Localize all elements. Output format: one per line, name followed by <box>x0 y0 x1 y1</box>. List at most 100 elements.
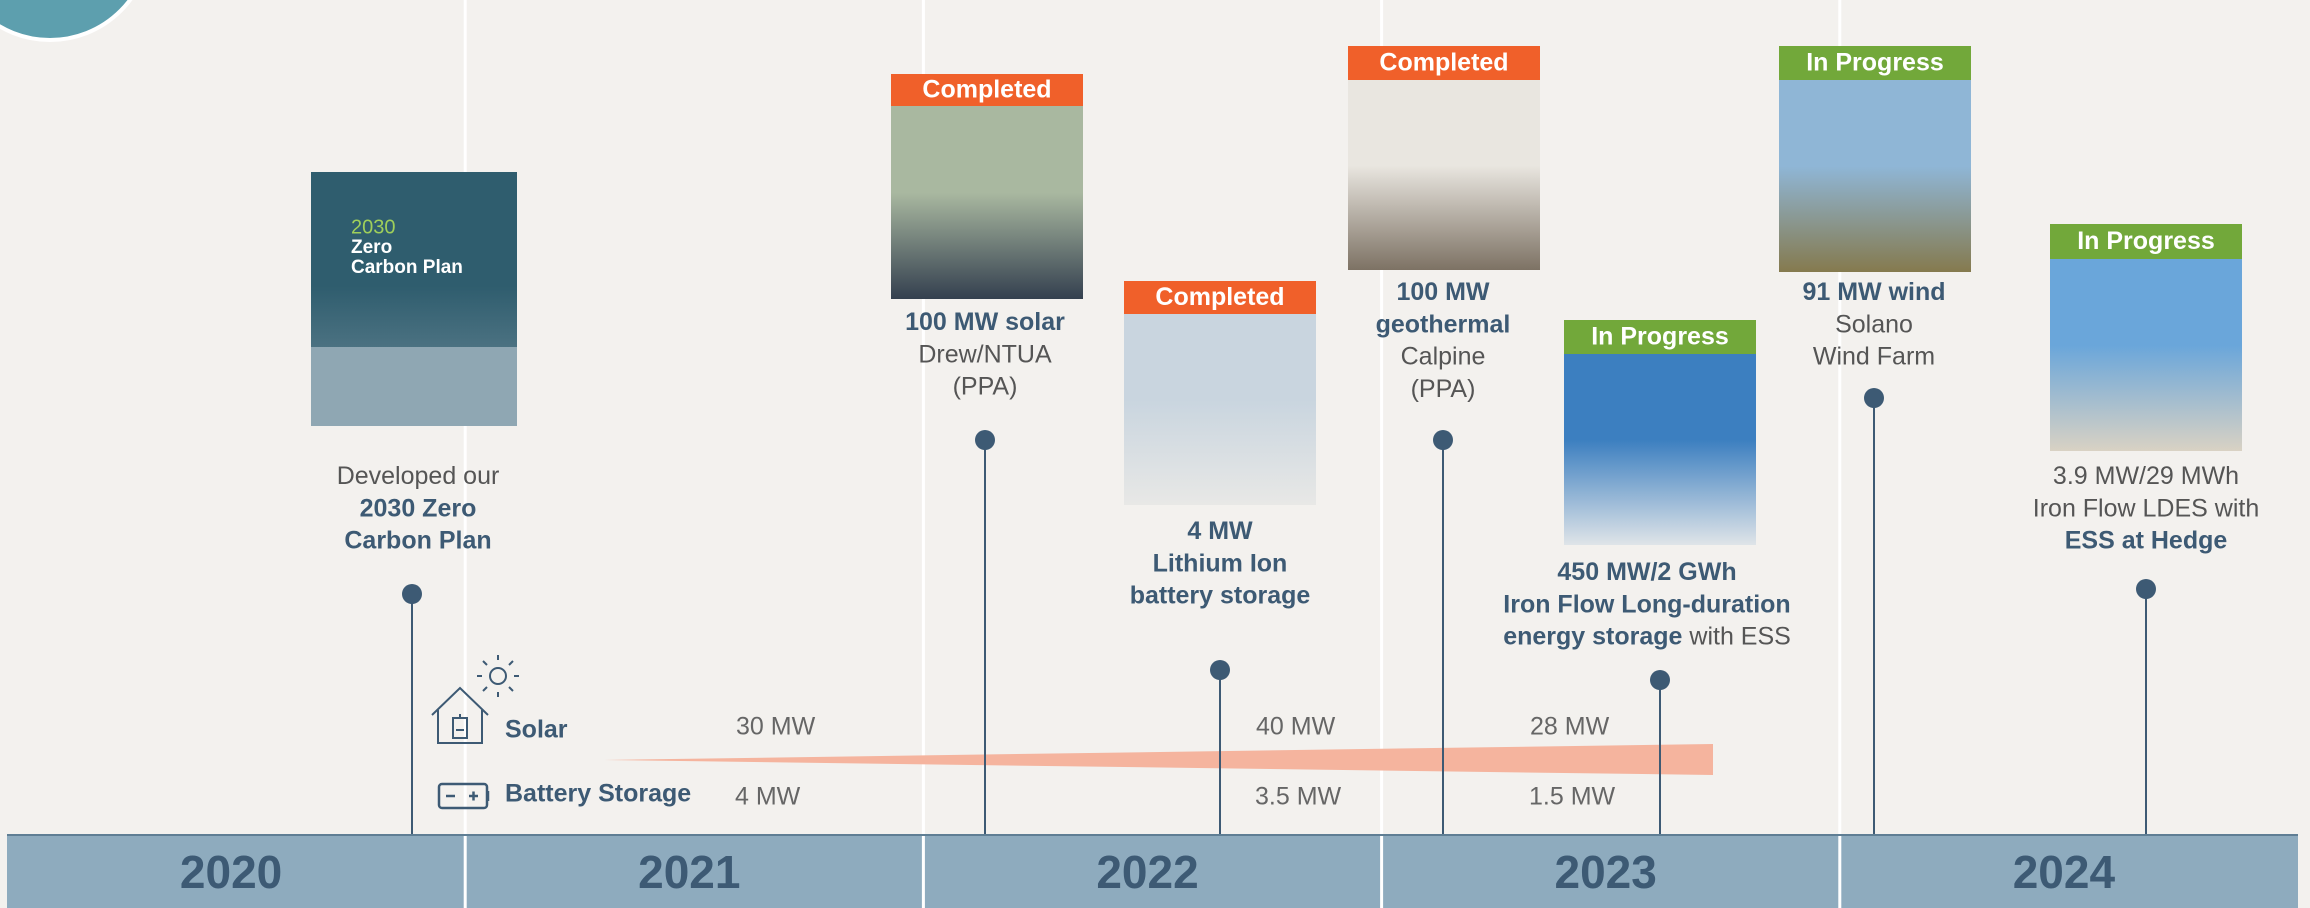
milestone: Completed 100 MW geothermal Calpine (PPA) <box>1348 46 1540 835</box>
pin-dot <box>402 584 422 604</box>
text-segment: 91 MW wind <box>1802 278 1945 306</box>
year-cell <box>1381 835 1840 908</box>
capacity-value: 4 MW <box>735 783 801 811</box>
text-segment: battery storage <box>1130 581 1311 609</box>
milestone-text: 91 MW wind <box>1802 278 1945 306</box>
text-segment: (PPA) <box>1411 375 1476 403</box>
milestone: Completed 4 MW Lithium Ion battery storage <box>1124 281 1316 835</box>
milestone-image <box>1124 314 1316 505</box>
battery-icon <box>437 782 490 810</box>
year-bar: 2020 2021 2022 2023 2024 <box>7 834 2298 908</box>
text-segment: 100 MW <box>1396 278 1489 306</box>
pin-dot <box>1210 660 1230 680</box>
year-cell <box>1839 835 2298 908</box>
milestone-text: Iron Flow Long-duration <box>1503 590 1790 618</box>
text-segment: 3.9 MW/29 MWh <box>2053 462 2239 490</box>
status-label: In Progress <box>1591 323 1729 351</box>
text-segment: Developed our <box>337 462 500 490</box>
milestone-image <box>1348 80 1540 270</box>
status-label: Completed <box>1155 283 1284 311</box>
status-label: In Progress <box>1806 49 1944 77</box>
text-segment: (PPA) <box>953 372 1018 400</box>
milestone-text: Carbon Plan <box>344 526 491 554</box>
text-segment: Lithium Ion <box>1153 549 1288 577</box>
status-badge <box>1779 46 1971 80</box>
capacity-value: 3.5 MW <box>1255 783 1342 811</box>
status-badge <box>1564 320 1756 354</box>
milestone-text: Iron Flow LDES with <box>2033 494 2259 522</box>
text-segment: 100 MW solar <box>905 308 1065 336</box>
text-segment: ESS at Hedge <box>2065 526 2228 554</box>
milestone-text: 3.9 MW/29 MWh <box>2053 462 2239 490</box>
cover-title: Carbon Plan <box>351 257 463 278</box>
capacity-value: 28 MW <box>1530 713 1610 741</box>
milestone-text: energy storage with ESS <box>1503 622 1791 650</box>
milestone: In Progress 91 MW wind Solano Wind Farm <box>1779 46 1971 835</box>
milestone: In Progress 3.9 MW/29 MWh Iron Flow LDES w… <box>2033 224 2259 835</box>
text-segment: geothermal <box>1376 310 1511 338</box>
year-label: 2023 <box>1555 846 1657 898</box>
milestone-image <box>2050 259 2242 451</box>
cover-title: 2030 <box>351 216 396 238</box>
text-segment: Drew/NTUA <box>918 340 1052 368</box>
year-label: 2020 <box>180 846 282 898</box>
milestone-text: Drew/NTUA <box>918 340 1052 368</box>
milestone-text: battery storage <box>1130 581 1311 609</box>
milestone-text: 100 MW <box>1396 278 1489 306</box>
milestone: Completed 100 MW solar Drew/NTUA (PPA) <box>891 74 1083 835</box>
capacity-value: 40 MW <box>1256 713 1336 741</box>
trend-wedge <box>604 744 1713 775</box>
text-segment: Iron Flow Long-duration <box>1503 590 1790 618</box>
year-label: 2021 <box>638 846 740 898</box>
corner-decoration <box>0 0 133 42</box>
milestone-image <box>1779 80 1971 272</box>
pin-dot <box>1433 430 1453 450</box>
text-segment: with ESS <box>1682 622 1790 650</box>
pin-dot <box>975 430 995 450</box>
text-segment: Iron Flow LDES with <box>2033 494 2259 522</box>
milestone-text: Developed our <box>337 462 500 490</box>
text-segment: energy storage <box>1503 622 1682 650</box>
text-segment: 2030 Zero <box>360 494 477 522</box>
milestone-text: Wind Farm <box>1813 342 1935 370</box>
milestone-text: (PPA) <box>953 372 1018 400</box>
milestone-text: Lithium Ion <box>1153 549 1288 577</box>
pin-dot <box>1864 388 1884 408</box>
capacity-value: 30 MW <box>736 713 816 741</box>
legend-solar: Solar <box>505 716 568 744</box>
text-segment: Wind Farm <box>1813 342 1935 370</box>
cover-title: Zero <box>351 237 392 258</box>
status-badge <box>2050 224 2242 259</box>
solar-icon <box>431 655 519 744</box>
status-label: Completed <box>922 76 1051 104</box>
year-cell <box>7 835 466 908</box>
milestone: In Progress 450 MW/2 GWh Iron Flow Long-du… <box>1503 320 1791 835</box>
text-segment: Solano <box>1835 310 1913 338</box>
capacity-value: 1.5 MW <box>1529 783 1616 811</box>
milestone-image <box>1564 354 1756 545</box>
milestone-text: Solano <box>1835 310 1913 338</box>
year-cell <box>923 835 1382 908</box>
milestone-image <box>891 106 1083 299</box>
milestone-text: 4 MW <box>1187 517 1253 545</box>
legend-battery: Battery Storage <box>505 780 691 808</box>
year-label: 2022 <box>1096 846 1198 898</box>
text-segment: Carbon Plan <box>344 526 491 554</box>
status-badge <box>891 74 1083 106</box>
milestone-text: (PPA) <box>1411 375 1476 403</box>
text-segment: 4 MW <box>1187 517 1253 545</box>
text-segment: Calpine <box>1401 342 1486 370</box>
milestone-text: 100 MW solar <box>905 308 1065 336</box>
status-label: Completed <box>1379 49 1508 77</box>
year-cell <box>465 835 924 908</box>
milestone-text: 2030 Zero <box>360 494 477 522</box>
milestone-text: Calpine <box>1401 342 1486 370</box>
status-badge <box>1124 281 1316 314</box>
cover-city <box>311 347 517 426</box>
text-segment: 450 MW/2 GWh <box>1557 558 1736 586</box>
pin-dot <box>1650 670 1670 690</box>
